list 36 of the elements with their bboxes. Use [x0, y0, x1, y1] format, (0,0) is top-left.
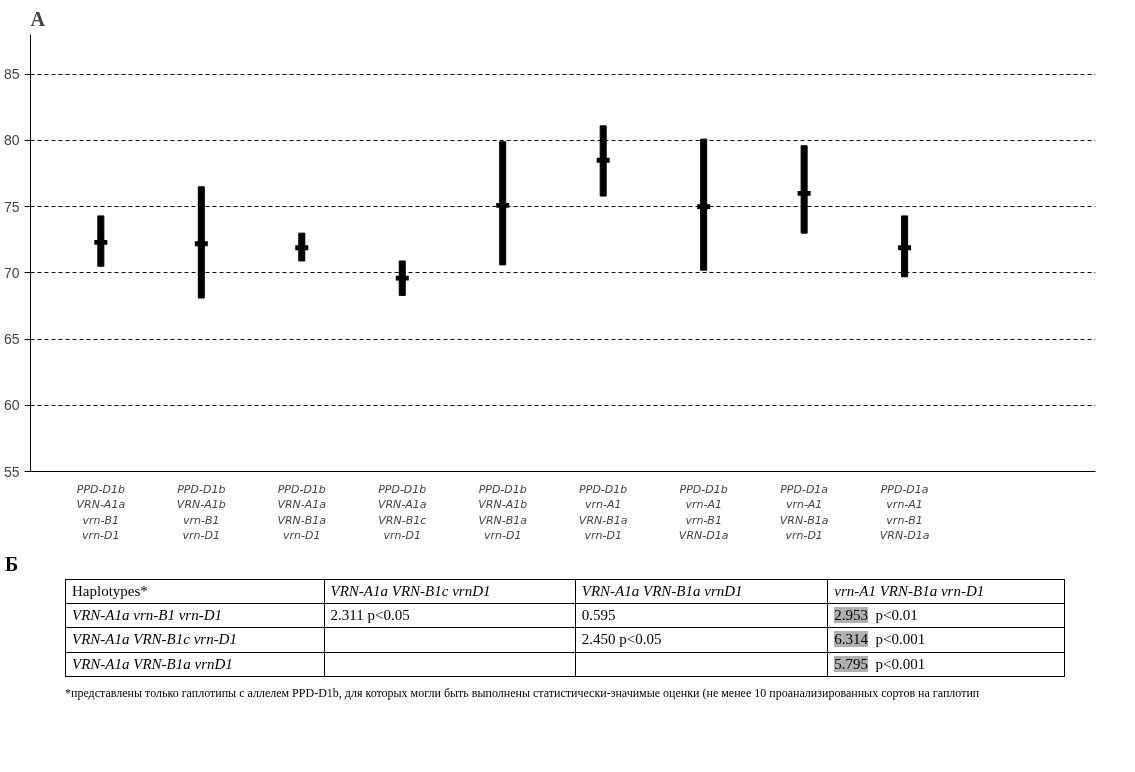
x-tick-label: PPD-D1b VRN-A1b vrn-B1 vrn-D1 [176, 482, 226, 543]
text: VRN-A1a VRN-B1c vrn-D1 [65, 627, 325, 653]
x-tick-label: PPD-D1b vrn-A1 vrn-B1 VRN-D1a [678, 482, 729, 543]
y-tick-label: 60 [3, 397, 20, 414]
text: VRN-A1a VRN-B1a vrnD1 [65, 652, 325, 677]
text: Б [5, 552, 20, 577]
text: *представлены только гаплотипы с аллелем PPD-D1b, для которых могли быть выполнены статистически-значимые оценки (не менее 10 проанализированных сортов на гаплотип [65, 685, 981, 703]
text: VRN-A1a VRN-B1a vrnD1 [575, 579, 828, 604]
y-tick-label: 85 [3, 66, 20, 83]
text: 2.953 p<0.01 [827, 603, 1065, 628]
text: 2.311 p<0.05 [324, 603, 576, 628]
x-tick-label: PPD-D1b VRN-A1b VRN-B1a vrn-D1 [478, 482, 528, 543]
text: Haplotypes* [65, 579, 325, 604]
text: VRN-A1a VRN-B1c vrnD1 [324, 579, 576, 604]
bar [197, 186, 205, 299]
bar [800, 145, 808, 234]
x-tick-label: PPD-D1b VRN-A1a VRN-B1c vrn-D1 [377, 482, 427, 543]
bar [499, 141, 507, 266]
text: VRN-A1a vrn-B1 vrn-D1 [65, 603, 325, 628]
chart-title: A [30, 7, 46, 30]
y-tick-label: 55 [3, 463, 20, 480]
y-tick-label: 80 [3, 132, 20, 149]
text: 5.795 p<0.001 [827, 652, 1065, 677]
text: 6.314 p<0.001 [827, 627, 1065, 653]
y-tick-label: 75 [3, 198, 20, 215]
text: vrn-A1 VRN-B1a vrn-D1 [827, 579, 1065, 604]
x-tick-label: PPD-D1a vrn-A1 VRN-B1a vrn-D1 [779, 482, 829, 543]
x-tick-label: PPD-D1b VRN-A1a vrn-B1 vrn-D1 [76, 482, 126, 543]
bar [700, 138, 708, 271]
y-tick-label: 70 [3, 264, 20, 281]
text: 2.450 p<0.05 [575, 627, 828, 653]
x-tick-label: PPD-D1b VRN-A1a VRN-B1a vrn-D1 [277, 482, 327, 543]
x-tick-label: PPD-D1a vrn-A1 vrn-B1 VRN-D1a [879, 482, 930, 543]
x-tick-label: PPD-D1b vrn-A1 VRN-B1a vrn-D1 [578, 482, 628, 543]
y-tick-label: 65 [3, 331, 20, 348]
text: 0.595 [575, 603, 828, 628]
